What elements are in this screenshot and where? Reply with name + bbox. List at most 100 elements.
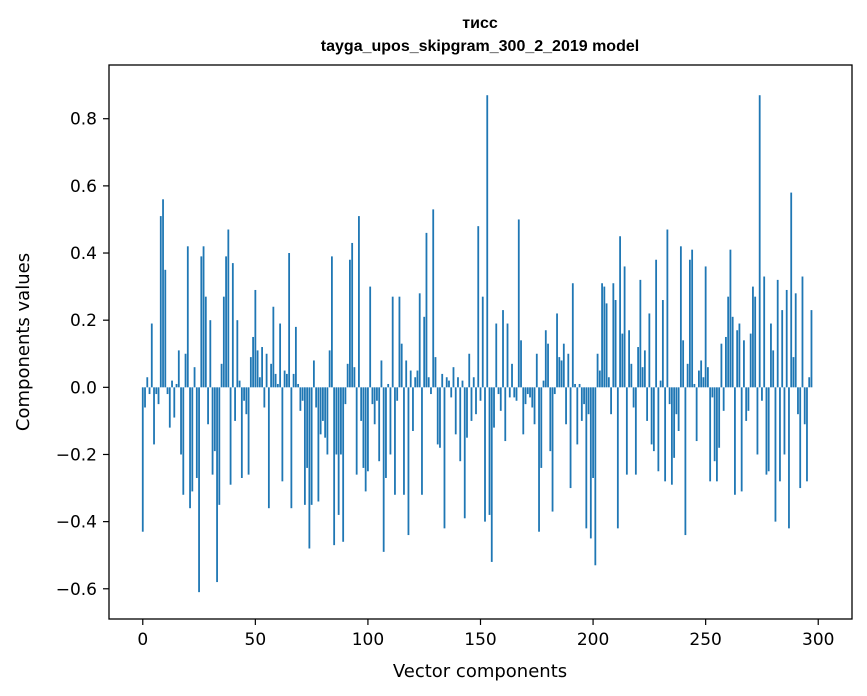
- bar: [686, 363, 689, 388]
- bar: [184, 353, 187, 388]
- bar: [522, 387, 525, 435]
- bar: [695, 387, 698, 442]
- bar: [452, 367, 455, 388]
- chart-subtitle: tayga_upos_skipgram_300_2_2019 model: [321, 38, 639, 55]
- bar: [785, 289, 788, 388]
- bar: [659, 380, 662, 388]
- bar: [484, 387, 486, 522]
- bar: [254, 289, 257, 388]
- bar: [610, 387, 612, 415]
- bar: [655, 259, 658, 388]
- bar: [319, 387, 322, 435]
- bar: [292, 373, 295, 388]
- bar: [630, 363, 633, 388]
- bar: [175, 383, 178, 388]
- bar: [270, 363, 273, 388]
- bar: [538, 387, 540, 532]
- bar: [652, 387, 655, 452]
- bar: [603, 286, 606, 388]
- bar: [342, 387, 345, 542]
- bar: [441, 373, 444, 388]
- bar: [209, 320, 212, 388]
- bar: [625, 387, 628, 475]
- bar: [511, 363, 513, 388]
- bar: [490, 387, 493, 562]
- bar: [679, 246, 682, 388]
- bar: [450, 387, 453, 398]
- bar: [378, 387, 381, 462]
- bar: [310, 387, 313, 505]
- bar: [612, 283, 615, 388]
- bar: [297, 383, 300, 388]
- bar: [346, 363, 349, 388]
- bar: [596, 353, 599, 388]
- bar: [571, 283, 574, 388]
- bar: [752, 286, 754, 388]
- bar: [407, 387, 410, 536]
- bar: [574, 383, 576, 388]
- bar: [285, 373, 288, 388]
- bar: [171, 380, 173, 388]
- bar: [688, 259, 691, 388]
- bar: [281, 387, 284, 482]
- bar: [186, 246, 189, 388]
- bar: [355, 387, 358, 475]
- bar: [756, 387, 759, 455]
- bar: [605, 303, 608, 388]
- bar: [373, 387, 376, 425]
- bar: [540, 387, 543, 468]
- bar: [675, 387, 678, 415]
- bar: [725, 336, 727, 388]
- bar: [515, 387, 518, 401]
- bar: [166, 387, 169, 395]
- bar: [520, 340, 522, 388]
- y-axis-ticks: −0.6 −0.4 −0.2 0.0 0.2 0.4 0.6 0.8: [56, 110, 109, 600]
- y-tick-label: 0.8: [70, 110, 97, 130]
- bar: [727, 296, 730, 388]
- bar: [565, 387, 567, 425]
- bar: [749, 333, 752, 388]
- bar: [470, 387, 473, 421]
- bar: [382, 387, 385, 552]
- bar: [177, 350, 180, 388]
- bar: [445, 377, 448, 388]
- bar: [781, 310, 784, 388]
- x-tick-label: 100: [352, 630, 384, 650]
- chart-title: тисс: [462, 15, 498, 32]
- bar: [763, 276, 766, 388]
- bar: [556, 313, 558, 388]
- bar: [693, 383, 696, 388]
- bar: [740, 387, 743, 492]
- bar: [698, 370, 700, 388]
- bar: [216, 387, 218, 583]
- bar: [709, 387, 712, 482]
- bar: [180, 387, 182, 455]
- bar: [535, 353, 538, 388]
- bar: [542, 380, 545, 388]
- bar: [423, 316, 426, 388]
- bar: [463, 387, 466, 519]
- bar: [234, 387, 236, 421]
- bar: [249, 357, 252, 388]
- bar: [567, 353, 570, 388]
- bar: [443, 387, 446, 529]
- bar: [650, 387, 653, 445]
- bar: [770, 323, 772, 388]
- bar: [236, 320, 239, 388]
- bar: [670, 387, 673, 485]
- bar: [193, 367, 196, 388]
- bar: [220, 363, 223, 388]
- bar: [790, 192, 793, 388]
- bar: [371, 387, 374, 405]
- bar: [202, 246, 205, 388]
- bar: [324, 387, 327, 438]
- bar: [765, 387, 768, 475]
- bar: [632, 387, 635, 408]
- bar: [337, 387, 340, 515]
- bar: [747, 387, 750, 411]
- bar: [569, 387, 572, 489]
- bar: [560, 360, 563, 388]
- y-tick-label: 0.4: [70, 244, 97, 264]
- bar: [349, 259, 351, 388]
- bar: [623, 266, 626, 388]
